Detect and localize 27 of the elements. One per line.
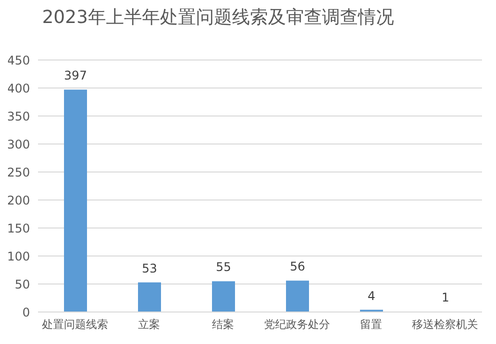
y-tick-label: 200 [7, 193, 30, 208]
y-tick-label: 350 [7, 109, 30, 124]
data-label: 56 [290, 260, 306, 274]
data-label: 4 [368, 288, 376, 303]
y-tick-label: 450 [7, 53, 30, 68]
y-tick-label: 250 [7, 165, 30, 180]
y-tick-label: 100 [7, 249, 30, 264]
x-tick-label: 移送检察机关 [412, 318, 478, 331]
data-label: 55 [216, 260, 232, 274]
x-tick-label: 党纪政务处分 [264, 318, 330, 331]
bar [64, 90, 87, 312]
y-tick-label: 300 [7, 137, 30, 152]
y-tick-label: 150 [7, 221, 30, 236]
data-label: 53 [142, 261, 158, 276]
bar [212, 281, 235, 312]
bar [138, 282, 161, 312]
y-tick-label: 400 [7, 81, 30, 96]
data-label: 1 [442, 290, 450, 304]
x-tick-label: 处置问题线索 [42, 318, 108, 331]
y-tick-label: 50 [14, 277, 30, 292]
bar [286, 280, 309, 312]
chart-title: 2023年上半年处置问题线索及审查调查情况 [41, 7, 395, 30]
x-tick-label: 立案 [138, 318, 160, 331]
x-tick-label: 留置 [360, 318, 382, 331]
x-tick-label: 结案 [212, 318, 234, 331]
y-tick-label: 0 [22, 305, 30, 320]
data-label: 397 [64, 68, 87, 83]
